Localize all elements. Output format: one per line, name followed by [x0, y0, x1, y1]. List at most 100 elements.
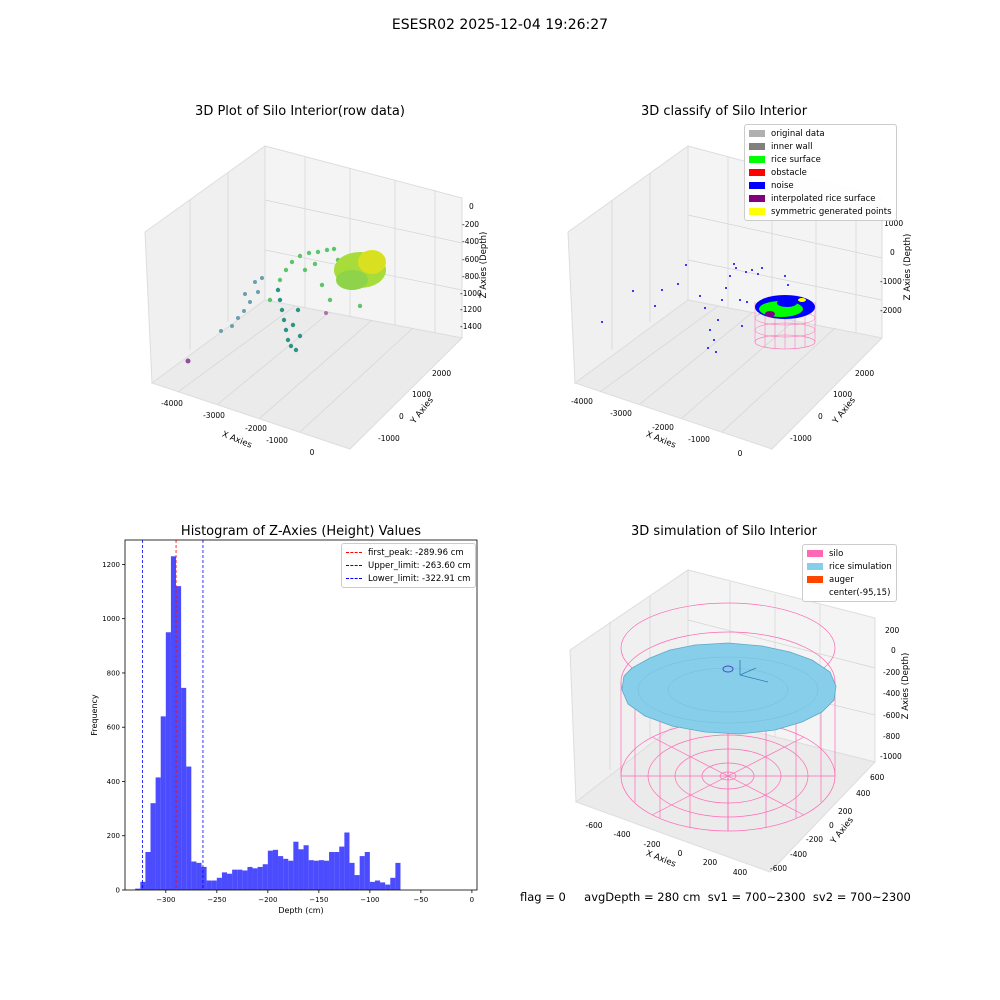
legend-item: Upper_limit: -263.60 cm	[346, 559, 471, 572]
simulation-ztick: -400	[883, 689, 900, 698]
histogram-chart: −300 −250 −200 −150 −100 −50 0 0 200 400 600 800 10…	[90, 539, 478, 915]
legend-label: symmetric generated points	[771, 206, 892, 217]
histogram-bar	[380, 882, 386, 890]
x-tick-label: 0	[470, 896, 474, 904]
histogram-bar	[364, 852, 370, 890]
histogram-bar	[181, 687, 187, 890]
classify-xlabel: X Axies	[644, 430, 677, 451]
legend-label: rice simulation	[829, 561, 892, 572]
legend-swatch	[749, 195, 765, 202]
histogram-bar	[283, 858, 289, 890]
legend-item: interpolated rice surface	[749, 192, 892, 205]
legend-swatch	[807, 589, 823, 596]
legend-label: Upper_limit: -263.60 cm	[368, 560, 471, 571]
legend-line	[346, 552, 362, 553]
y-tick-label: 400	[107, 778, 120, 786]
legend-line	[346, 565, 362, 566]
classify-xtick: -2000	[652, 423, 674, 432]
simulation-ytick: -400	[790, 850, 807, 859]
simulation-ztick: -200	[883, 668, 900, 677]
histogram-bar	[344, 832, 350, 890]
classify-tick-labels: -4000 -3000 -2000 -1000 0 -1000 0 1000 2…	[571, 219, 903, 458]
legend-line	[346, 578, 362, 579]
histogram-bar	[272, 849, 279, 890]
simulation-legend: silo rice simulation auger center(-95,15…	[802, 544, 897, 602]
simulation-ytick: -200	[806, 835, 823, 844]
histogram-legend: first_peak: -289.96 cm Upper_limit: -263…	[341, 543, 476, 588]
raw-ztick: -600	[462, 255, 479, 264]
simulation-xlabel: X Axies	[644, 849, 677, 870]
classify-ztick: 0	[890, 248, 895, 257]
simulation-ztick: 0	[891, 646, 896, 655]
legend-item: rice surface	[749, 153, 892, 166]
simulation-silo-wireframe	[620, 602, 836, 832]
raw-xtick: 0	[310, 448, 315, 457]
histogram-bar	[334, 852, 340, 890]
histogram-bar	[247, 866, 253, 890]
histogram-bar	[135, 888, 141, 890]
y-tick-label: 200	[107, 832, 120, 840]
raw-tick-labels: -4000 -3000 -2000 -1000 0 -1000 0 1000 2…	[161, 202, 482, 457]
x-tick-label: −50	[413, 896, 428, 904]
histogram-bar	[201, 866, 207, 890]
raw-ztick: -1000	[460, 289, 482, 298]
raw-zlabel: Z Axies (Depth)	[479, 232, 489, 299]
raw-ztick: -200	[462, 220, 479, 229]
simulation-ytick: 0	[829, 821, 834, 830]
legend-item: original data	[749, 127, 892, 140]
histogram-bar	[267, 850, 273, 890]
y-tick-label: 1000	[102, 615, 120, 623]
histogram-bar	[374, 880, 381, 890]
x-tick-label: −300	[156, 896, 175, 904]
legend-label: Lower_limit: -322.91 cm	[368, 573, 471, 584]
legend-label: obstacle	[771, 167, 807, 178]
raw-ztick: -800	[462, 272, 479, 281]
histogram-bar	[242, 870, 248, 890]
legend-item: Lower_limit: -322.91 cm	[346, 572, 471, 585]
raw-ztick: -400	[462, 237, 479, 246]
legend-label: silo	[829, 548, 844, 559]
legend-swatch	[807, 550, 823, 557]
legend-item: obstacle	[749, 166, 892, 179]
simulation-plot-title: 3D simulation of Silo Interior	[631, 524, 817, 539]
x-tick-label: −250	[207, 896, 226, 904]
legend-label: auger	[829, 574, 854, 585]
classify-ytick: 1000	[833, 390, 852, 399]
raw-plot-title: 3D Plot of Silo Interior(row data)	[195, 104, 405, 119]
legend-label: rice surface	[771, 154, 821, 165]
histogram-bar	[257, 866, 263, 890]
simulation-ytick: 400	[856, 789, 871, 798]
simulation-xtick: -400	[613, 830, 630, 839]
histogram-y-ticks: 0 200 400 600 800 1000 1200	[102, 561, 125, 895]
simulation-center-axes	[739, 660, 769, 683]
simulation-xtick: 0	[678, 849, 683, 858]
simulation-3d-plot: -600 -400 -200 0 200 400 -600 -400 -200 …	[569, 569, 911, 877]
histogram-bar	[165, 632, 171, 890]
histogram-bar	[206, 880, 212, 890]
histogram-bar	[155, 777, 161, 890]
classify-xtick: -3000	[610, 409, 632, 418]
histogram-bar	[349, 862, 355, 890]
raw-point-cloud	[185, 246, 386, 364]
raw-ytick: 0	[399, 412, 404, 421]
raw-ytick: 1000	[412, 390, 431, 399]
histogram-bar	[369, 881, 375, 890]
figure-title: ESESR02 2025-12-04 19:26:27	[391, 17, 609, 33]
simulation-ztick: 200	[885, 626, 900, 635]
legend-item: symmetric generated points	[749, 205, 892, 218]
classify-xtick: 0	[738, 449, 743, 458]
simulation-ytick: -600	[770, 864, 787, 873]
histogram-bar	[293, 841, 299, 890]
histogram-bar	[160, 716, 166, 890]
legend-item: silo	[807, 547, 892, 560]
legend-swatch	[749, 182, 765, 189]
legend-item: first_peak: -289.96 cm	[346, 546, 471, 559]
histogram-xlabel: Depth (cm)	[278, 906, 323, 915]
legend-swatch	[749, 169, 765, 176]
raw-xtick: -2000	[245, 424, 267, 433]
classify-ztick: -2000	[880, 306, 902, 315]
classify-silo-wireframe	[754, 295, 816, 350]
histogram-bar	[390, 877, 396, 890]
histogram-bar	[278, 856, 284, 890]
status-footer: flag = 0 avgDepth = 280 cm sv1 = 700~230…	[520, 890, 911, 904]
